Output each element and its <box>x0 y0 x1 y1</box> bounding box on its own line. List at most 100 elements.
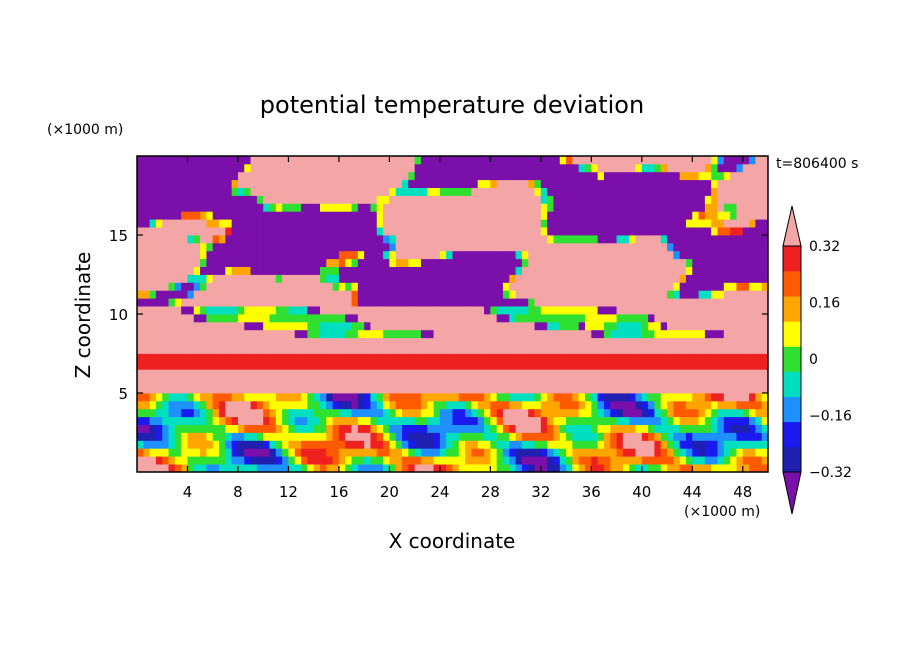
field-cell <box>200 314 207 323</box>
field-cell <box>376 440 384 449</box>
field-cell <box>307 369 315 378</box>
field-cell <box>370 187 378 196</box>
field-cell <box>465 314 472 323</box>
field-cell <box>313 258 321 267</box>
field-cell <box>427 235 434 244</box>
field-cell <box>408 337 416 346</box>
field-cell <box>206 432 214 441</box>
field-cell <box>755 235 763 244</box>
field-cell <box>490 298 498 307</box>
field-cell <box>717 156 725 165</box>
field-cell <box>534 242 542 252</box>
field-cell <box>408 456 416 465</box>
field-cell <box>301 440 308 449</box>
field-cell <box>395 290 403 299</box>
field-cell <box>572 298 580 307</box>
field-cell <box>553 266 561 275</box>
field-cell <box>629 464 636 472</box>
field-cell <box>250 464 258 472</box>
field-cell <box>338 258 346 267</box>
field-cell <box>685 282 693 291</box>
field-cell <box>263 274 270 283</box>
field-cell <box>162 179 169 188</box>
field-cell <box>490 306 498 315</box>
field-cell <box>181 369 188 378</box>
field-cell <box>420 337 428 346</box>
field-cell <box>433 416 441 425</box>
field-cell <box>736 250 744 260</box>
field-cell <box>597 242 605 252</box>
field-cell <box>332 393 340 402</box>
field-cell <box>433 195 441 204</box>
field-cell <box>458 298 466 307</box>
field-cell <box>603 163 611 173</box>
field-cell <box>439 219 447 228</box>
field-cell <box>698 314 706 323</box>
field-cell <box>585 314 592 323</box>
field-cell <box>578 282 586 291</box>
field-cell <box>187 227 195 236</box>
field-cell <box>200 211 207 220</box>
field-cell <box>685 321 693 331</box>
field-cell <box>439 306 447 315</box>
field-cell <box>408 377 416 386</box>
field-cell <box>496 393 504 402</box>
field-cell <box>244 298 251 307</box>
field-cell <box>168 408 176 418</box>
field-cell <box>540 424 548 433</box>
field-cell <box>622 163 630 173</box>
field-cell <box>427 353 434 362</box>
field-cell <box>143 464 151 472</box>
field-cell <box>566 393 573 402</box>
field-cell <box>326 282 334 291</box>
field-cell <box>742 274 750 283</box>
field-cell <box>603 211 611 220</box>
field-cell <box>597 440 605 449</box>
field-cell <box>484 369 491 378</box>
field-cell <box>572 369 580 378</box>
field-cell <box>635 156 643 165</box>
field-cell <box>654 432 662 441</box>
field-cell <box>736 337 744 346</box>
field-cell <box>219 456 226 465</box>
field-cell <box>313 250 321 260</box>
field-cell <box>534 290 542 299</box>
field-cell <box>654 171 662 181</box>
field-cell <box>540 227 548 236</box>
field-cell <box>591 321 599 331</box>
field-cell <box>212 416 220 425</box>
field-cell <box>193 464 201 472</box>
field-cell <box>566 345 573 354</box>
field-cell <box>622 321 630 331</box>
field-cell <box>200 179 207 188</box>
field-cell <box>174 369 182 378</box>
field-cell <box>408 329 416 339</box>
field-cell <box>622 306 630 315</box>
field-cell <box>370 321 378 331</box>
field-cell <box>603 227 611 236</box>
field-cell <box>155 219 163 228</box>
field-cell <box>685 250 693 260</box>
field-cell <box>294 274 302 283</box>
field-cell <box>332 337 340 346</box>
field-cell <box>282 235 289 244</box>
field-cell <box>761 369 768 378</box>
field-cell <box>395 306 403 315</box>
field-cell <box>490 385 498 394</box>
field-cell <box>673 400 681 410</box>
field-cell <box>389 266 397 275</box>
field-cell <box>250 408 258 418</box>
field-cell <box>162 432 169 441</box>
field-cell <box>301 187 308 196</box>
field-cell <box>250 219 258 228</box>
field-cell <box>465 235 472 244</box>
field-cell <box>427 179 434 188</box>
field-cell <box>383 258 390 267</box>
field-cell <box>294 329 302 339</box>
field-cell <box>370 211 378 220</box>
field-cell <box>755 321 763 331</box>
field-cell <box>496 227 504 236</box>
field-cell <box>212 321 220 331</box>
field-cell <box>471 456 479 465</box>
field-cell <box>490 290 498 299</box>
